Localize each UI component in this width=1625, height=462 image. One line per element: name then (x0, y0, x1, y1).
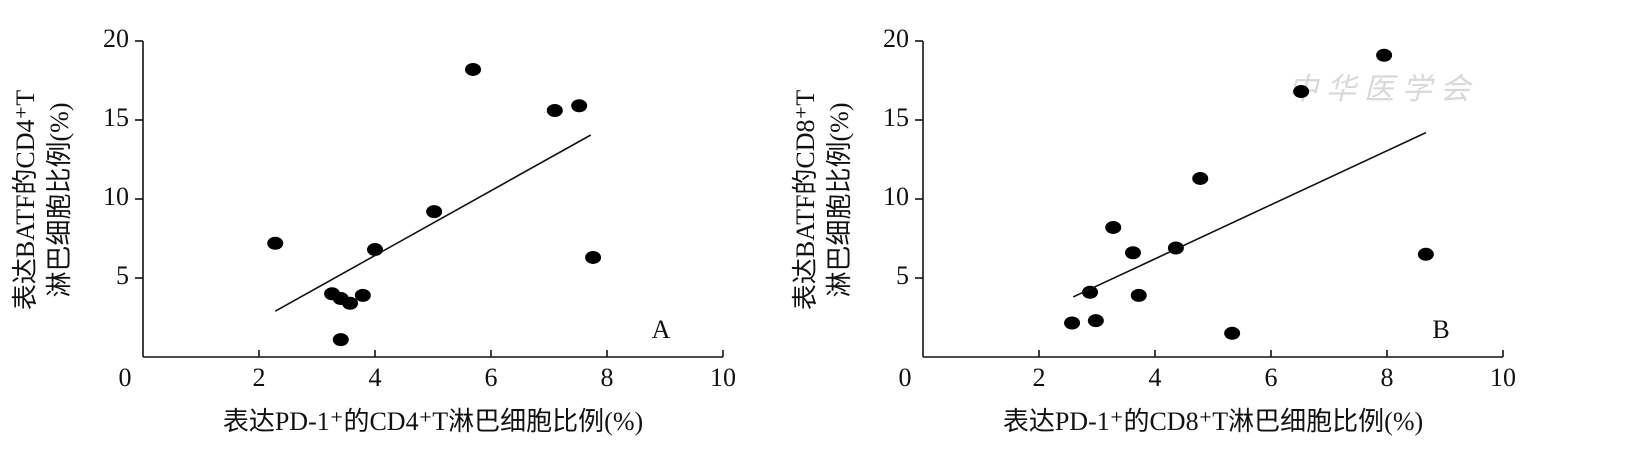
panel-letter: B (1432, 315, 1449, 344)
x-tick-label: 8 (1381, 363, 1394, 392)
scatter-panel: 0 2 4 6 8 10 5 10 15 20 表达PD-1⁺的CD8⁺T淋巴细胞比例(%) 表达BA… (791, 24, 1516, 436)
x-axis-label: 表达PD-1⁺的CD8⁺T淋巴细胞比例(%) (1003, 407, 1423, 436)
data-point (367, 243, 383, 257)
x-tick-label: 8 (601, 363, 614, 392)
data-point (1376, 48, 1393, 62)
y-tick-label: 15 (103, 103, 129, 132)
data-point (1130, 288, 1147, 302)
data-point (1293, 85, 1310, 99)
x-tick-label: 6 (1265, 363, 1278, 392)
data-point (1087, 314, 1104, 328)
y-tick-label: 20 (103, 24, 129, 53)
y-tick-label: 10 (883, 182, 909, 211)
data-point (267, 236, 284, 250)
watermark: 中华医学会 (1288, 73, 1478, 106)
y-tick-label: 20 (883, 24, 909, 53)
y-axis-label: 表达BATF的CD4⁺T (11, 90, 40, 310)
x-tick-label: 4 (369, 363, 382, 392)
y-tick-label: 5 (896, 261, 909, 290)
data-point (1064, 316, 1081, 330)
y-axis-label: 淋巴细胞比例(%) (45, 103, 74, 298)
trend-line (1072, 131, 1427, 298)
data-point (332, 333, 349, 347)
data-point (1224, 326, 1241, 340)
x-tick-label: 4 (1149, 363, 1162, 392)
scatter-panel: 0 2 4 6 8 10 5 10 15 20 表达PD-1⁺的CD4⁺T淋巴细胞比例(%) 表达BA… (11, 24, 736, 436)
trend-line (274, 134, 592, 312)
x-axis-label: 表达PD-1⁺的CD4⁺T淋巴细胞比例(%) (223, 407, 643, 436)
y-tick-label: 10 (103, 182, 129, 211)
data-point (1105, 220, 1122, 234)
data-point (1417, 247, 1434, 261)
panel-letter: A (652, 315, 671, 344)
data-point (585, 250, 602, 264)
data-point (426, 205, 443, 219)
y-axis-label: 表达BATF的CD8⁺T (791, 90, 820, 310)
data-point (354, 288, 371, 302)
y-axis-label: 淋巴细胞比例(%) (825, 103, 854, 298)
x-tick-label: 0 (899, 363, 912, 392)
data-point (546, 104, 563, 118)
data-point (342, 296, 359, 310)
x-tick-label: 2 (253, 363, 266, 392)
x-tick-label: 10 (710, 363, 736, 392)
data-point (1124, 246, 1141, 260)
data-point (1082, 285, 1099, 299)
x-tick-label: 6 (485, 363, 498, 392)
data-point (465, 62, 482, 76)
y-tick-label: 15 (883, 103, 909, 132)
y-tick-label: 5 (116, 261, 129, 290)
x-tick-label: 0 (119, 363, 132, 392)
x-tick-label: 10 (1490, 363, 1516, 392)
x-tick-label: 2 (1033, 363, 1046, 392)
data-point (571, 99, 588, 113)
data-point (1192, 171, 1209, 185)
